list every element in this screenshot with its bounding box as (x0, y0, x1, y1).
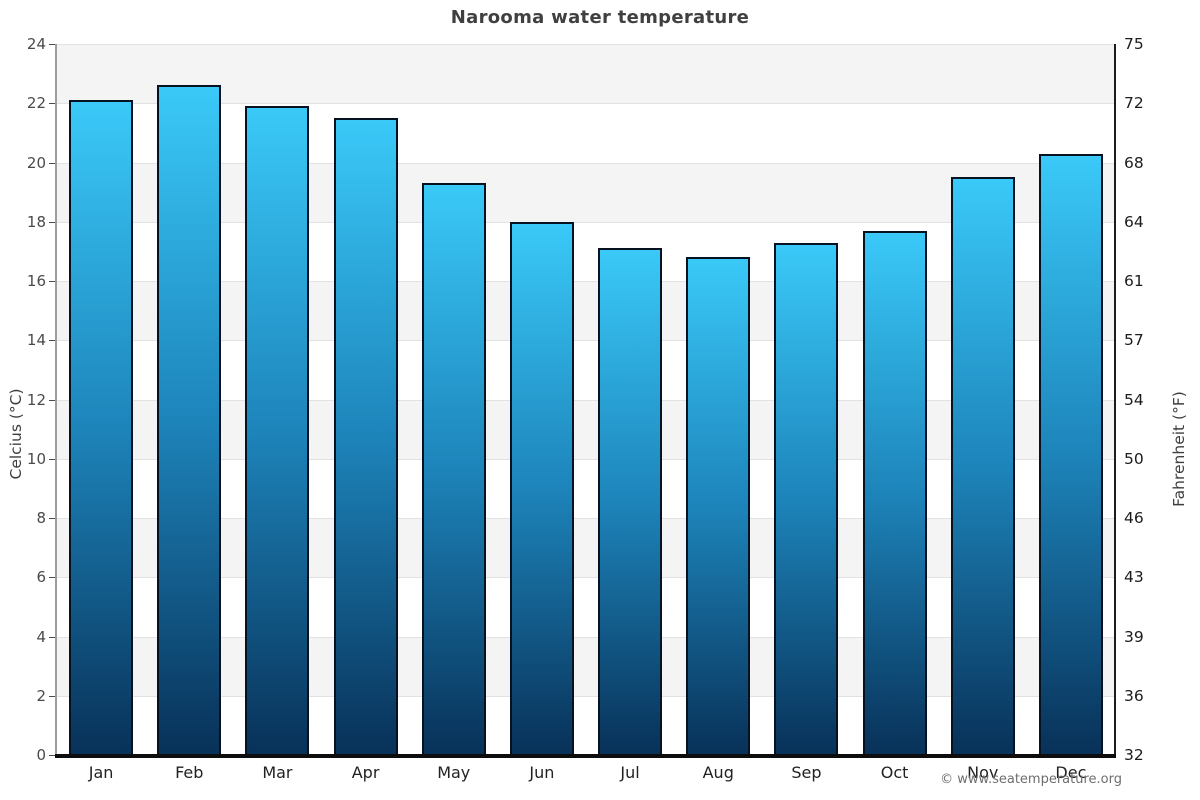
left-axis-tick (49, 636, 55, 638)
left-axis-tick (49, 221, 55, 223)
y-axis-left-label: 4 (36, 627, 46, 646)
left-axis-tick (49, 44, 55, 45)
y-axis-right-label: 36 (1124, 686, 1144, 705)
left-axis-tick (49, 695, 55, 697)
left-axis-tick (49, 755, 55, 756)
x-axis-month-label: Dec (1055, 763, 1087, 782)
background-band (57, 695, 1115, 755)
y-axis-left-label: 24 (26, 35, 46, 53)
y-axis-right-label: 54 (1124, 390, 1144, 409)
background-band (57, 162, 1115, 222)
x-axis-month-label: Feb (175, 763, 204, 782)
x-axis-month-label: Jul (620, 763, 640, 782)
y-axis-left-label: 2 (36, 686, 46, 705)
temperature-bar (686, 257, 751, 755)
y-axis-right-label: 68 (1124, 153, 1144, 172)
temperature-bar (245, 106, 310, 755)
y-axis-left-label: 18 (26, 212, 46, 231)
plot-area (57, 44, 1115, 755)
gridline (57, 340, 1115, 342)
background-band (57, 399, 1115, 459)
temperature-bar (421, 183, 486, 755)
temperature-bar (333, 118, 398, 755)
background-band (57, 518, 1115, 578)
y-axis-right-label: 61 (1124, 272, 1144, 290)
background-band (57, 577, 1115, 637)
x-axis-month-label: Nov (967, 763, 999, 782)
gridline (57, 577, 1115, 579)
left-axis-tick (49, 458, 55, 460)
left-axis-tick (49, 518, 55, 519)
right-axis-line (1114, 44, 1116, 757)
temperature-bar (774, 242, 839, 755)
x-axis-month-label: Mar (262, 763, 293, 782)
x-axis-month-label: May (437, 763, 471, 782)
background-band (57, 221, 1115, 281)
gridline (57, 695, 1115, 697)
temperature-bar (1038, 153, 1103, 755)
x-axis-month-label: Aug (702, 763, 734, 782)
left-axis-tick (49, 162, 55, 164)
y-axis-left-label: 14 (26, 331, 46, 350)
y-axis-left-label: 10 (26, 449, 46, 468)
x-axis-month-label: Jan (88, 763, 114, 782)
temperature-bar (950, 177, 1015, 755)
left-axis-tick (49, 399, 55, 401)
y-axis-right-label: 43 (1124, 568, 1144, 587)
gridline (57, 162, 1115, 164)
background-band (57, 44, 1115, 104)
y-axis-left-label: 12 (26, 390, 46, 409)
gridline (57, 281, 1115, 282)
gridline (57, 518, 1115, 519)
left-axis-tick (49, 577, 55, 579)
left-axis-tick (49, 281, 55, 282)
y-axis-left-label: 0 (36, 746, 46, 764)
left-axis-tick (49, 103, 55, 105)
gridline (57, 221, 1115, 223)
x-axis-baseline (55, 754, 1116, 758)
gridline (57, 399, 1115, 401)
x-axis-month-label: Apr (351, 763, 380, 782)
y-axis-left-label: 20 (26, 153, 46, 172)
temperature-bar (598, 248, 663, 755)
y-axis-right-label: 32 (1124, 746, 1144, 764)
y-axis-right-label: 75 (1124, 35, 1144, 53)
gridline (57, 103, 1115, 105)
temperature-bar (157, 85, 222, 755)
background-band (57, 458, 1115, 518)
y-axis-left-label: 8 (36, 509, 46, 527)
gridline (57, 636, 1115, 638)
background-band (57, 636, 1115, 696)
y-axis-left-label: 22 (26, 94, 46, 113)
x-axis-month-label: Oct (880, 763, 909, 782)
y-axis-right-label: 64 (1124, 212, 1144, 231)
temperature-bar (509, 221, 574, 755)
left-axis-line (55, 44, 57, 755)
y-axis-right-label: 39 (1124, 627, 1144, 646)
chart-title: Narooma water temperature (450, 7, 750, 28)
left-axis-tick (49, 340, 55, 342)
temperature-bar (862, 230, 927, 755)
y-axis-left-label: 16 (26, 272, 46, 290)
copyright-link[interactable]: © www.seatemperature.org (940, 772, 1122, 787)
y-axis-left-label: 6 (36, 568, 46, 587)
y-axis-right-label: 72 (1124, 94, 1144, 113)
x-axis-month-label: Sep (791, 763, 822, 782)
x-axis-month-label: Jun (529, 763, 555, 782)
background-band (57, 340, 1115, 400)
left-axis-title: Celcius (°C) (7, 388, 25, 480)
temperature-bar (69, 100, 134, 755)
y-axis-right-label: 57 (1124, 331, 1144, 350)
gridline (57, 44, 1115, 45)
gridline (57, 458, 1115, 460)
background-band (57, 281, 1115, 341)
y-axis-right-label: 46 (1124, 509, 1144, 527)
y-axis-right-label: 50 (1124, 449, 1144, 468)
background-band (57, 103, 1115, 163)
